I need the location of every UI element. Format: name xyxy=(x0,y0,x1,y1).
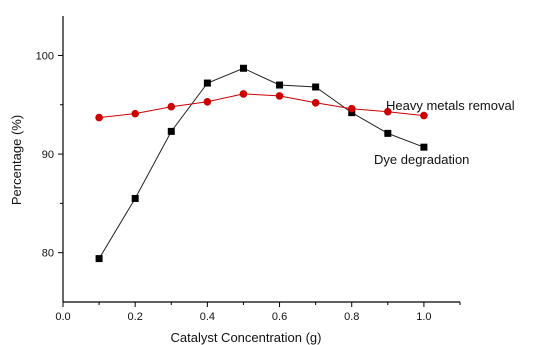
data-point-dye-degradation xyxy=(239,64,247,72)
data-point-heavy-metals-removal xyxy=(131,109,139,118)
data-point-heavy-metals-removal xyxy=(167,102,176,111)
data-point-dye-degradation xyxy=(203,79,211,87)
data-point-heavy-metals-removal xyxy=(95,113,103,122)
x-tick-label: 0.0 xyxy=(55,311,70,323)
data-point-heavy-metals-removal xyxy=(311,98,320,107)
data-point-dye-degradation xyxy=(131,194,139,202)
series-markers xyxy=(95,64,428,263)
x-tick-label: 0.2 xyxy=(128,311,143,323)
data-point-dye-degradation xyxy=(95,255,103,263)
x-tick-label: 0.4 xyxy=(200,311,215,323)
y-tick-label: 100 xyxy=(36,50,54,62)
tick-labels: 0.0 0.2 0.4 0.6 0.8 1.0 80 90 100 xyxy=(36,50,432,323)
y-axis-label: Percentage (%) xyxy=(9,115,24,205)
x-tick-label: 1.0 xyxy=(416,311,431,323)
data-point-heavy-metals-removal xyxy=(384,107,392,116)
legend-label-heavy-metals: Heavy metals removal xyxy=(386,98,515,113)
x-tick-label: 0.8 xyxy=(344,311,359,323)
y-tick-label: 80 xyxy=(42,248,54,260)
legend-label-dye-degradation: Dye degradation xyxy=(374,152,469,167)
tick-marks xyxy=(58,54,461,307)
x-axis-label: Catalyst Concentration (g) xyxy=(170,330,321,345)
data-point-dye-degradation xyxy=(384,129,392,137)
data-point-heavy-metals-removal xyxy=(203,98,212,106)
x-tick-label: 0.6 xyxy=(272,311,287,323)
data-point-dye-degradation xyxy=(312,83,320,91)
y-tick-label: 90 xyxy=(42,149,54,161)
series-line-dye-degradation xyxy=(98,67,425,259)
data-point-dye-degradation xyxy=(348,109,356,117)
series-lines xyxy=(98,67,425,259)
data-point-dye-degradation xyxy=(167,127,175,135)
data-point-heavy-metals-removal xyxy=(420,111,428,120)
data-point-heavy-metals-removal xyxy=(239,90,248,98)
data-point-dye-degradation xyxy=(276,81,284,89)
data-point-heavy-metals-removal xyxy=(347,104,356,113)
data-point-dye-degradation xyxy=(420,143,428,151)
data-point-heavy-metals-removal xyxy=(275,92,284,100)
axes xyxy=(62,16,460,303)
series-line-heavy-metals-removal xyxy=(99,93,424,119)
